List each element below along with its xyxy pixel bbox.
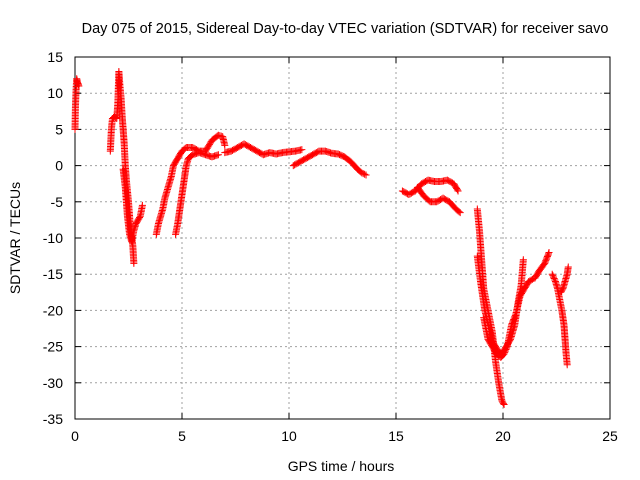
x-tick-label: 25 bbox=[602, 428, 618, 444]
data-point bbox=[455, 208, 463, 216]
data-point bbox=[456, 209, 464, 217]
data-point bbox=[519, 256, 527, 264]
data-point bbox=[75, 82, 83, 90]
data-point bbox=[501, 348, 509, 356]
y-tick-label: -20 bbox=[43, 302, 63, 318]
data-point bbox=[501, 347, 509, 355]
data-point bbox=[453, 186, 461, 194]
data-point bbox=[358, 169, 366, 177]
x-tick-label: 15 bbox=[388, 428, 404, 444]
y-tick-label: -35 bbox=[43, 411, 63, 427]
chart-title: Day 075 of 2015, Sidereal Day-to-day VTE… bbox=[82, 21, 609, 37]
data-point bbox=[361, 170, 369, 178]
y-tick-label: -25 bbox=[43, 339, 63, 355]
data-point bbox=[499, 399, 507, 407]
y-tick-label: -30 bbox=[43, 375, 63, 391]
data-point bbox=[221, 141, 229, 149]
y-tick-label: -15 bbox=[43, 266, 63, 282]
data-point bbox=[550, 275, 558, 283]
data-point bbox=[545, 248, 553, 256]
x-tick-label: 10 bbox=[281, 428, 297, 444]
data-point bbox=[544, 250, 552, 258]
data-point bbox=[511, 311, 519, 319]
y-tick-label: 0 bbox=[55, 158, 63, 174]
data-point bbox=[551, 276, 559, 284]
y-tick-label: 10 bbox=[47, 85, 63, 101]
data-point bbox=[549, 272, 557, 280]
data-point bbox=[500, 401, 508, 409]
data-point bbox=[500, 350, 508, 358]
y-tick-label: -10 bbox=[43, 230, 63, 246]
data-series bbox=[71, 67, 572, 409]
data-point bbox=[563, 361, 571, 369]
data-point bbox=[214, 151, 222, 159]
y-axis-label: SDTVAR / TECUs bbox=[7, 182, 23, 294]
data-point bbox=[564, 263, 572, 271]
axis-ticks: 0 5 10 15 20 25 15 10 5 0 -5 -10 -15 -20 -25 -30 -35 bbox=[43, 49, 618, 444]
data-point bbox=[359, 170, 367, 178]
x-tick-label: 5 bbox=[178, 428, 186, 444]
data-point bbox=[548, 270, 556, 278]
y-tick-label: 15 bbox=[47, 49, 63, 65]
x-tick-label: 0 bbox=[71, 428, 79, 444]
data-point bbox=[138, 201, 146, 209]
y-tick-label: -5 bbox=[51, 194, 64, 210]
data-point bbox=[550, 273, 558, 281]
data-point bbox=[503, 344, 511, 352]
data-point bbox=[502, 345, 510, 353]
data-point bbox=[298, 146, 306, 154]
data-point bbox=[130, 259, 138, 267]
data-point bbox=[454, 187, 462, 195]
y-tick-label: 5 bbox=[55, 121, 63, 137]
x-axis-label: GPS time / hours bbox=[288, 458, 395, 474]
x-tick-label: 20 bbox=[495, 428, 511, 444]
data-point bbox=[362, 171, 370, 179]
